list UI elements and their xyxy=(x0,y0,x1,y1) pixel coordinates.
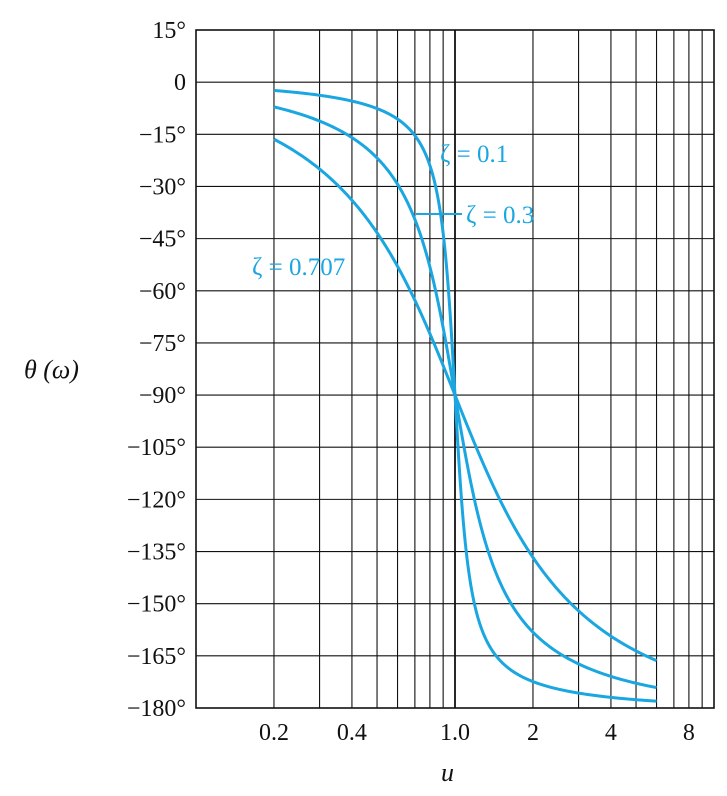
series-label-zeta-0-707: ζ = 0.707 xyxy=(252,254,345,281)
series-curve-2 xyxy=(273,137,658,662)
y-tick-label: −75° xyxy=(139,331,186,357)
x-tick-label: 8 xyxy=(683,720,695,746)
series-labels: ζ = 0.1 ζ = 0.3 ζ = 0.707 xyxy=(252,141,534,281)
series-curves xyxy=(273,88,658,703)
y-tick-label: −45° xyxy=(139,227,186,253)
series-label-zeta-0-3: ζ = 0.3 xyxy=(466,202,534,229)
x-tick-label: 2 xyxy=(527,720,539,746)
series-label-zeta-0-1: ζ = 0.1 xyxy=(440,141,508,168)
x-tick-label: 0.2 xyxy=(259,720,289,746)
series-curve-1 xyxy=(273,105,658,690)
x-tick-label: 1.0 xyxy=(440,720,470,746)
y-axis-label: θ (ω) xyxy=(24,355,79,384)
y-tick-labels: 15° 0 −15° −30° −45° −60° −75° −90° −105° −120° −1… xyxy=(127,18,186,722)
x-tick-label: 0.4 xyxy=(337,720,367,746)
y-tick-label: −90° xyxy=(139,383,186,409)
y-tick-label: −15° xyxy=(139,122,186,148)
y-tick-label: −165° xyxy=(127,644,186,670)
x-tick-label: 4 xyxy=(605,720,617,746)
y-tick-label: 0 xyxy=(174,70,186,96)
y-tick-label: −105° xyxy=(127,435,186,461)
series-curve-0 xyxy=(273,88,658,703)
y-tick-label: −60° xyxy=(139,279,186,305)
plot-frame xyxy=(195,29,715,709)
grid-vertical xyxy=(273,30,703,708)
x-axis-label: u xyxy=(441,758,454,787)
y-tick-label: −135° xyxy=(127,540,186,566)
x-tick-labels: 0.2 0.4 1.0 2 4 8 xyxy=(259,720,695,746)
y-tick-label: 15° xyxy=(152,18,186,44)
y-tick-label: −120° xyxy=(127,487,186,513)
y-tick-label: −30° xyxy=(139,174,186,200)
y-tick-label: −180° xyxy=(127,696,186,722)
y-tick-label: −150° xyxy=(127,592,186,618)
